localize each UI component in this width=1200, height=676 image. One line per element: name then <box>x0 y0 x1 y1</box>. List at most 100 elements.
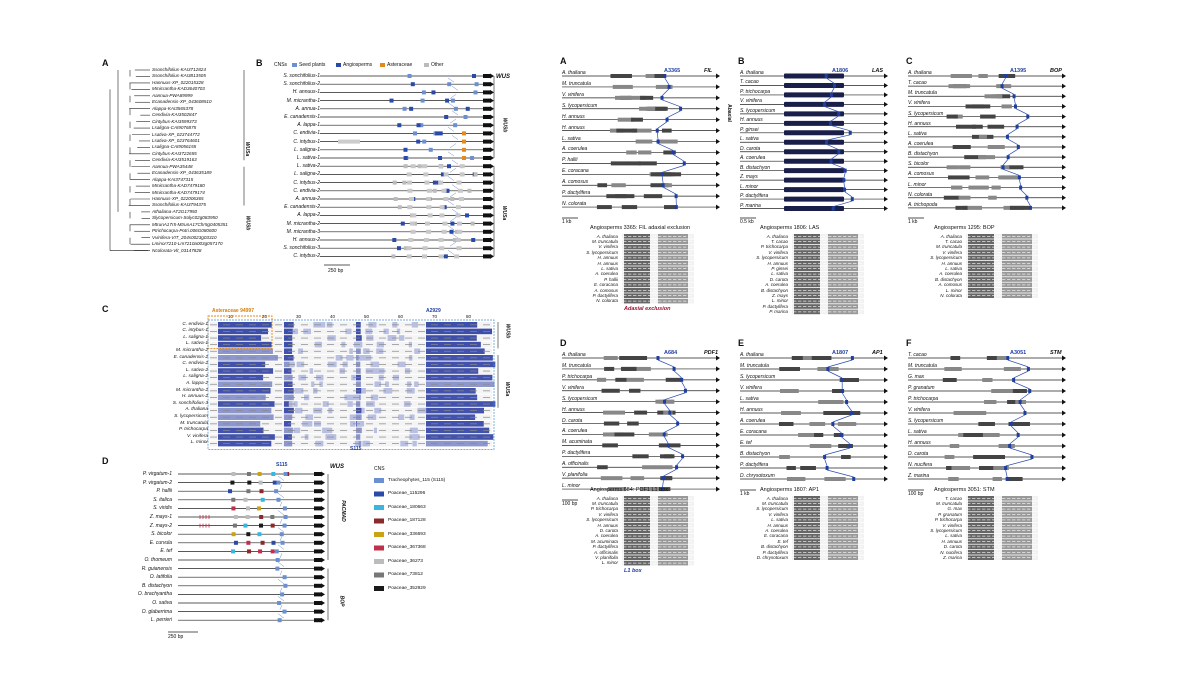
residue-mark <box>314 390 321 392</box>
cns-marker <box>840 378 844 382</box>
residue-mark <box>853 514 857 515</box>
alignment-species: M. truncatula <box>591 500 618 506</box>
exon-block <box>823 411 842 415</box>
residue-mark <box>1027 498 1031 499</box>
residue-mark <box>638 508 642 510</box>
cns-marker <box>655 128 659 133</box>
gene-arrow <box>1062 185 1066 191</box>
residue-mark <box>858 257 862 259</box>
cns-block-other <box>410 164 416 169</box>
cns-block-other <box>439 205 445 210</box>
alignment-species: M. truncatula <box>935 244 962 250</box>
cns-marker <box>1013 104 1017 109</box>
conserved-block <box>218 355 278 361</box>
conserved-block <box>968 271 994 277</box>
track-species: D. chrysotoxum <box>740 473 775 479</box>
residue-mark <box>379 337 386 339</box>
cns-marker <box>665 117 669 122</box>
residue-mark <box>444 370 451 372</box>
partial-block <box>409 414 415 420</box>
residue-mark <box>470 397 477 398</box>
residue-mark <box>838 263 842 264</box>
residue-mark <box>457 377 464 378</box>
residue-mark <box>843 295 847 296</box>
tree-tip-label: Athaliana-AT2G17950 <box>152 208 198 214</box>
residue-mark <box>793 552 797 553</box>
residue-mark <box>1017 268 1021 269</box>
residue-mark <box>668 268 672 269</box>
conserved-block <box>968 523 994 528</box>
residue-mark <box>288 331 295 332</box>
partial-block <box>298 348 303 354</box>
cns-marker <box>840 433 844 437</box>
exon-block <box>651 74 665 78</box>
cns-block <box>270 523 275 528</box>
cns-block-other <box>441 229 447 234</box>
cns-marker <box>848 444 852 448</box>
gene-arrow <box>1062 174 1066 180</box>
residue-mark <box>623 514 627 515</box>
grass-species: E. curvula <box>149 539 172 546</box>
exon-block <box>838 444 853 448</box>
residue-mark <box>987 525 991 526</box>
gene-arrow <box>884 92 888 98</box>
residue-mark <box>853 246 857 248</box>
gene-block <box>314 566 321 571</box>
cns-marker <box>828 121 832 126</box>
residue-mark <box>793 295 797 296</box>
residue-mark <box>444 344 451 345</box>
species-label: H. annuus-1 <box>292 89 320 96</box>
residue-mark <box>633 535 637 537</box>
cns-connector <box>277 579 285 584</box>
partial-block <box>295 407 303 414</box>
grass-species: P. hallii <box>156 488 172 495</box>
residue-mark <box>828 279 832 280</box>
residue-mark <box>977 290 981 291</box>
cns-connector <box>279 587 283 593</box>
residue-mark <box>808 300 812 302</box>
cns-block-other <box>443 197 449 201</box>
residue-mark <box>431 364 438 365</box>
residue-mark <box>628 279 632 280</box>
residue-mark <box>418 337 425 339</box>
legend-item: Poaceae_367368 <box>388 545 426 550</box>
residue-mark <box>818 530 822 531</box>
residue-mark <box>1017 241 1021 242</box>
cns-marker <box>1028 205 1032 210</box>
residue-mark <box>236 416 243 418</box>
cns-connector <box>1013 98 1016 105</box>
residue-mark <box>843 279 847 280</box>
conserved-block <box>624 555 650 560</box>
gene-arrow <box>716 171 720 177</box>
exon-block <box>640 95 654 100</box>
residue-mark <box>210 331 217 332</box>
residue-mark <box>997 530 1001 531</box>
alignment-row-bg <box>210 374 492 381</box>
residue-mark <box>678 508 682 510</box>
cns-marker <box>824 74 828 78</box>
partial-block <box>361 407 365 414</box>
residue-mark <box>688 530 692 531</box>
alignment-species: P. dactylifera <box>592 544 618 550</box>
exon-block <box>952 145 971 149</box>
residue-mark <box>803 300 807 302</box>
residue-mark <box>340 390 347 392</box>
gene-arrow <box>1062 443 1066 449</box>
residue-mark <box>673 284 677 286</box>
residue-mark <box>668 246 672 248</box>
conserved-block <box>968 528 994 533</box>
conserved-block <box>794 261 820 266</box>
residue-mark <box>275 370 282 372</box>
legend-item: Poaceae_180663 <box>388 504 426 510</box>
residue-mark <box>683 268 687 269</box>
gene-block <box>483 180 490 185</box>
residue-mark <box>340 416 347 418</box>
residue-mark <box>833 257 837 259</box>
residue-mark <box>688 236 692 237</box>
gene-block <box>483 123 490 128</box>
exon-block <box>640 487 660 492</box>
residue-mark <box>798 273 802 275</box>
residue-mark <box>366 383 373 385</box>
cns-marker <box>1016 145 1020 149</box>
exon-block <box>612 84 633 89</box>
